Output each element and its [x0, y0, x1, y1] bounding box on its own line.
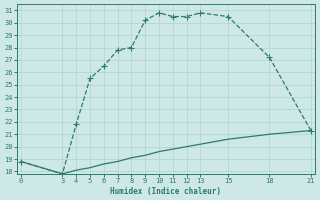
X-axis label: Humidex (Indice chaleur): Humidex (Indice chaleur) — [110, 187, 221, 196]
